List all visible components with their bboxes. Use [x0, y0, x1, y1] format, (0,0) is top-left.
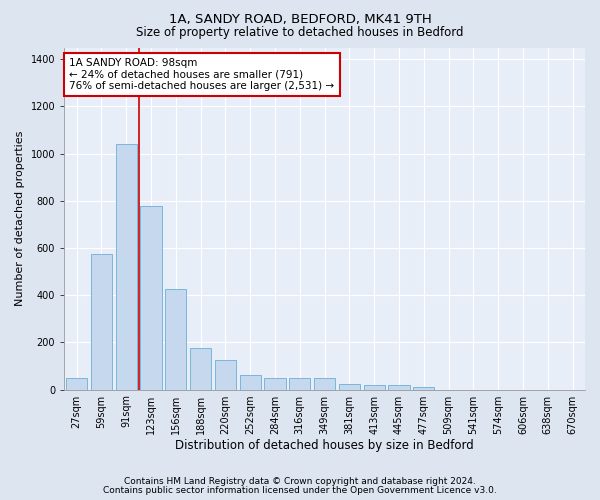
Bar	[314, 378, 335, 390]
Bar	[91, 254, 112, 390]
Text: Size of property relative to detached houses in Bedford: Size of property relative to detached ho…	[136, 26, 464, 39]
Bar	[388, 386, 410, 390]
Bar	[66, 378, 87, 390]
Bar	[165, 290, 187, 390]
Bar	[190, 348, 211, 390]
Bar	[265, 378, 286, 390]
Text: Contains HM Land Registry data © Crown copyright and database right 2024.: Contains HM Land Registry data © Crown c…	[124, 477, 476, 486]
Bar	[239, 374, 261, 390]
Text: Contains public sector information licensed under the Open Government Licence v3: Contains public sector information licen…	[103, 486, 497, 495]
X-axis label: Distribution of detached houses by size in Bedford: Distribution of detached houses by size …	[175, 440, 474, 452]
Bar	[140, 206, 161, 390]
Bar	[364, 385, 385, 390]
Bar	[289, 378, 310, 390]
Y-axis label: Number of detached properties: Number of detached properties	[15, 131, 25, 306]
Text: 1A SANDY ROAD: 98sqm
← 24% of detached houses are smaller (791)
76% of semi-deta: 1A SANDY ROAD: 98sqm ← 24% of detached h…	[70, 58, 335, 91]
Text: 1A, SANDY ROAD, BEDFORD, MK41 9TH: 1A, SANDY ROAD, BEDFORD, MK41 9TH	[169, 12, 431, 26]
Bar	[116, 144, 137, 390]
Bar	[215, 360, 236, 390]
Bar	[339, 384, 360, 390]
Bar	[413, 387, 434, 390]
